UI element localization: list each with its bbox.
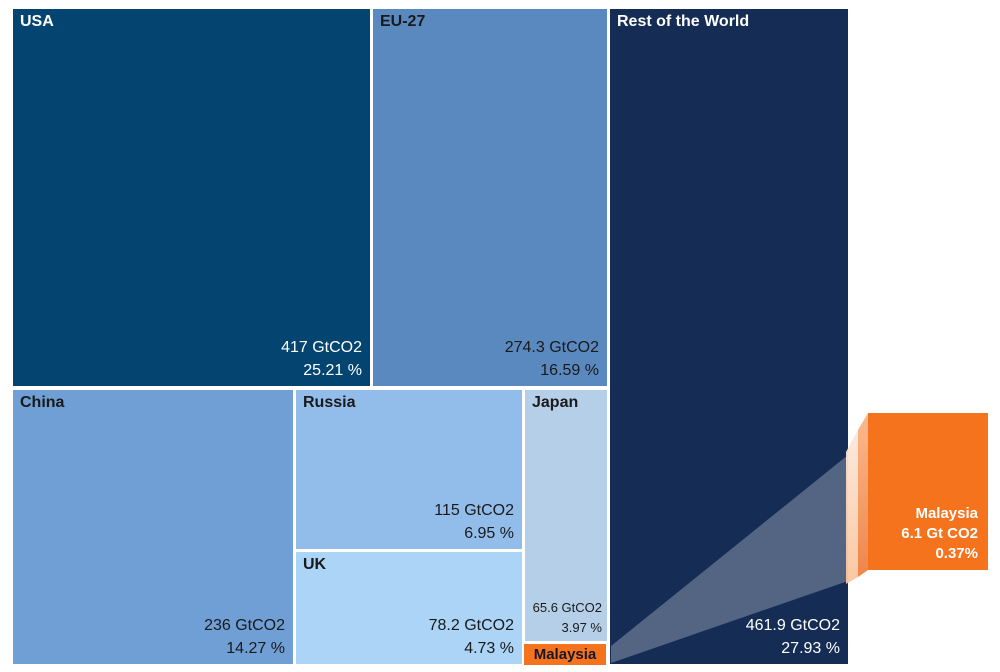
tile-label-china: China — [20, 394, 65, 411]
treemap-tile-eu27[interactable]: EU-27 274.3 GtCO2 16.59 % — [373, 9, 607, 386]
tile-share-russia: 6.95 % — [464, 525, 514, 542]
tile-label-uk: UK — [303, 556, 327, 573]
tile-share-japan: 3.97 % — [561, 620, 602, 635]
tile-label-japan: Japan — [532, 394, 579, 411]
treemap-tile-china[interactable]: China 236 GtCO2 14.27 % — [13, 390, 293, 664]
tile-values-japan: 65.6 GtCO2 3.97 % — [533, 598, 602, 638]
malaysia-callout[interactable]: Malaysia 6.1 Gt CO2 0.37% — [868, 413, 988, 570]
tile-values-uk: 78.2 GtCO2 4.73 % — [429, 614, 514, 660]
tile-values-china: 236 GtCO2 14.27 % — [204, 614, 285, 660]
tile-share-china: 14.27 % — [226, 640, 285, 657]
treemap-tile-usa[interactable]: USA 417 GtCO2 25.21 % — [13, 9, 370, 386]
tile-label-russia: Russia — [303, 394, 356, 411]
tile-values-russia: 115 GtCO2 6.95 % — [434, 499, 514, 545]
tile-label-usa: USA — [20, 13, 54, 30]
treemap-tile-uk[interactable]: UK 78.2 GtCO2 4.73 % — [296, 552, 522, 664]
callout-name: Malaysia — [915, 505, 978, 522]
tile-values-usa: 417 GtCO2 25.21 % — [281, 336, 362, 382]
tile-values-rest-of-world: 461.9 GtCO2 27.93 % — [746, 614, 840, 660]
tile-share-usa: 25.21 % — [303, 362, 362, 379]
callout-fold — [858, 413, 868, 577]
tile-label-rest-of-world: Rest of the World — [617, 13, 750, 30]
tile-value-japan: 65.6 GtCO2 — [532, 600, 602, 615]
tile-values-eu27: 274.3 GtCO2 16.59 % — [505, 336, 599, 382]
treemap-tile-malaysia[interactable]: Malaysia — [524, 644, 606, 665]
tile-label-eu27: EU-27 — [380, 13, 426, 30]
treemap-tile-rest-of-world[interactable]: Rest of the World 461.9 GtCO2 27.93 % — [610, 9, 848, 664]
callout-share: 0.37% — [935, 545, 978, 562]
tile-value-russia: 115 GtCO2 — [434, 502, 514, 519]
tile-share-rest-of-world: 27.93 % — [781, 640, 840, 657]
tile-value-uk: 78.2 GtCO2 — [428, 617, 514, 634]
tile-value-rest-of-world: 461.9 GtCO2 — [745, 617, 840, 634]
treemap-tile-japan[interactable]: Japan 65.6 GtCO2 3.97 % — [525, 390, 607, 641]
tile-value-china: 236 GtCO2 — [204, 617, 285, 634]
tile-share-eu27: 16.59 % — [540, 362, 599, 379]
callout-value: 6.1 Gt CO2 — [901, 525, 978, 542]
treemap-tile-russia[interactable]: Russia 115 GtCO2 6.95 % — [296, 390, 522, 549]
tile-label-malaysia: Malaysia — [533, 646, 597, 663]
tile-value-usa: 417 GtCO2 — [281, 339, 362, 356]
tile-value-eu27: 274.3 GtCO2 — [504, 339, 599, 356]
tile-share-uk: 4.73 % — [464, 640, 514, 657]
